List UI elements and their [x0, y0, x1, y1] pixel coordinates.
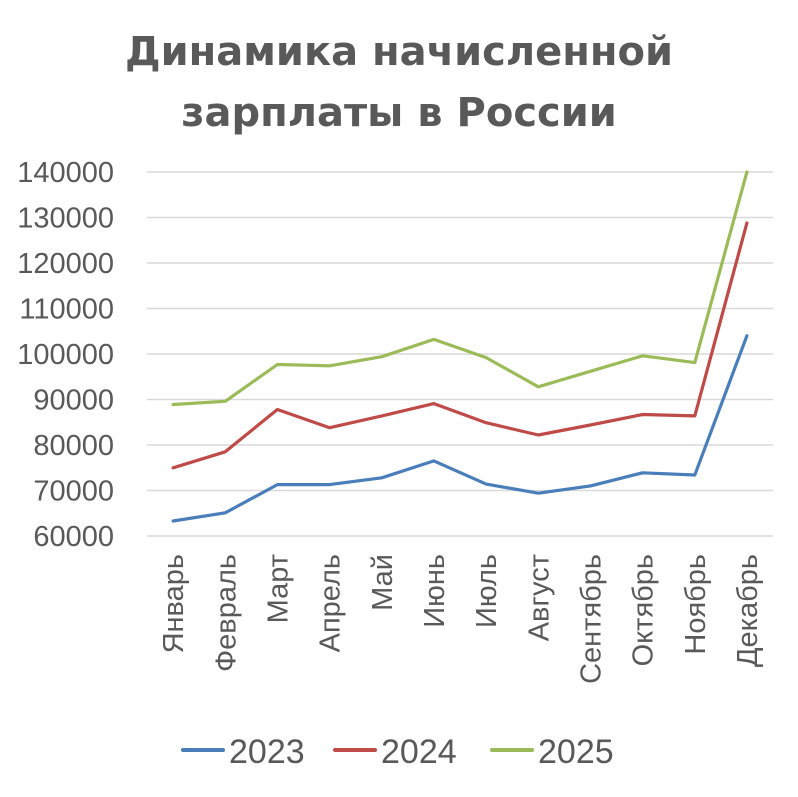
chart-title-line-1: Динамика начисленной	[125, 29, 673, 75]
chart-title-line-2: зарплаты в России	[181, 90, 617, 136]
legend: 2023 2024 2025	[181, 733, 614, 771]
y-tick-label: 100000	[17, 339, 114, 371]
legend-item-2025: 2025	[490, 733, 614, 771]
x-tick-label: Октябрь	[628, 554, 660, 666]
x-tick-label: Февраль	[210, 554, 242, 672]
y-tick-label: 80000	[33, 430, 114, 462]
y-tick-label: 140000	[17, 157, 114, 189]
x-tick-label: Апрель	[315, 554, 347, 652]
y-tick-label: 120000	[17, 248, 114, 280]
x-axis-tick-labels: Январь Февраль Март Апрель Май Июнь Июль Август…	[158, 554, 764, 684]
series-line-2023	[171, 334, 749, 523]
x-tick-label: Март	[262, 554, 294, 623]
y-tick-label: 110000	[19, 294, 114, 326]
x-tick-label: Август	[523, 554, 555, 641]
x-tick-label: Июль	[471, 554, 503, 628]
series-line-2025	[171, 170, 749, 407]
x-tick-label: Июнь	[419, 554, 451, 628]
series-line-2024	[171, 221, 749, 470]
y-axis-tick-labels: 60000 70000 80000 90000 100000 110000 120000 13…	[17, 157, 114, 553]
x-tick-label: Ноябрь	[680, 554, 712, 655]
x-tick-label: Декабрь	[732, 554, 764, 667]
legend-label: 2023	[229, 733, 305, 771]
legend-item-2023: 2023	[181, 733, 305, 771]
y-tick-label: 60000	[33, 521, 114, 553]
legend-label: 2024	[381, 733, 457, 771]
y-tick-label: 70000	[33, 476, 114, 508]
y-tick-label: 130000	[17, 203, 114, 235]
gridlines	[147, 171, 773, 537]
y-tick-label: 90000	[33, 385, 114, 417]
series-lines	[171, 170, 749, 523]
x-tick-label: Май	[367, 554, 399, 611]
x-tick-label: Январь	[158, 554, 190, 653]
x-tick-label: Сентябрь	[575, 554, 607, 684]
legend-label: 2025	[538, 733, 614, 771]
legend-item-2024: 2024	[333, 733, 457, 771]
